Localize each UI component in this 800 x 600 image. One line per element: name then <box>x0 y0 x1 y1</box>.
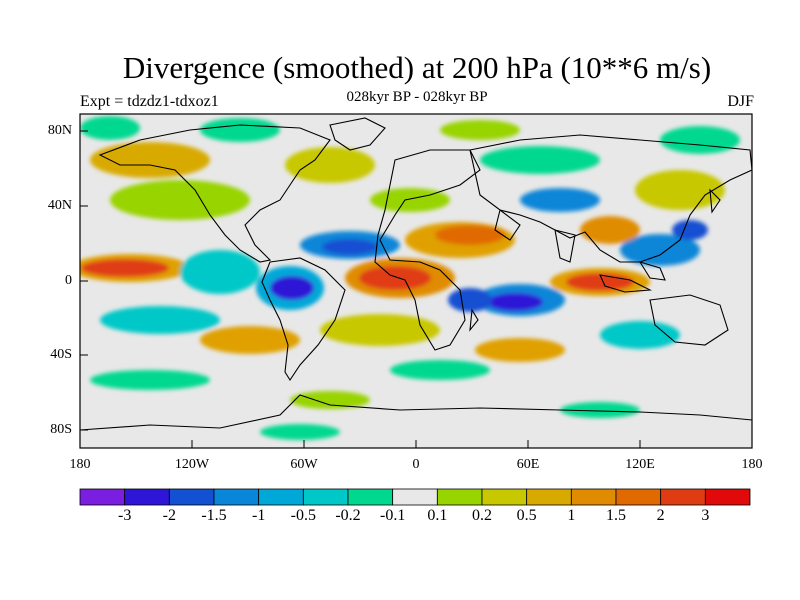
colorbar-label: 1 <box>567 507 576 524</box>
lat-label-40s: 40S <box>50 347 72 362</box>
colorbar-label: 0.1 <box>427 507 448 524</box>
lon-label-120e: 120E <box>625 457 655 472</box>
experiment-label: Expt = tdzdz1-tdxoz1 <box>80 93 219 110</box>
colorbar-label: -1 <box>251 507 266 524</box>
colorbar-label: -1.5 <box>201 507 227 524</box>
colorbar-swatch <box>168 488 215 506</box>
colorbar-label: -0.2 <box>335 507 361 524</box>
season-label: DJF <box>727 93 754 110</box>
lon-label-120w: 120W <box>174 457 210 472</box>
colorbar-swatch <box>302 488 349 506</box>
colorbar-swatch <box>213 488 260 506</box>
colorbar-swatch <box>704 488 751 506</box>
colorbar-label: 2 <box>656 507 665 524</box>
colorbar-label: 0.2 <box>472 507 492 524</box>
colorbar-swatch <box>660 488 706 506</box>
colorbar-swatch <box>392 488 438 506</box>
colorbar-swatch <box>347 488 394 506</box>
colorbar-label: 0.5 <box>516 507 537 524</box>
lon-label-60w: 60W <box>290 457 318 472</box>
colorbar-label: 1.5 <box>606 507 626 524</box>
colorbar-swatch <box>526 488 572 506</box>
lat-label-80n: 80N <box>47 123 72 138</box>
lon-label-180w: 180 <box>69 457 91 472</box>
colorbar-label: -3 <box>117 507 132 524</box>
divergence-field <box>80 116 740 440</box>
colorbar-swatch <box>258 488 304 506</box>
lon-label-60e: 60E <box>516 457 540 472</box>
colorbar-label: -2 <box>162 507 176 524</box>
colorbar-swatch <box>481 488 528 506</box>
colorbar-label: 3 <box>701 507 710 524</box>
map-title: Divergence (smoothed) at 200 hPa (10**6 … <box>122 50 712 85</box>
colorbar-swatch <box>570 488 617 506</box>
map-subtitle: 028kyr BP - 028kyr BP <box>346 89 488 105</box>
axis-ticks <box>80 130 641 448</box>
lat-label-0: 0 <box>65 273 72 288</box>
colorbar-swatch <box>615 488 662 506</box>
colorbar-swatch <box>436 488 483 506</box>
colorbar-swatch <box>79 488 126 506</box>
lon-label-0: 0 <box>412 457 420 472</box>
coastlines <box>80 117 752 431</box>
colorbar-label: -0.1 <box>379 507 406 524</box>
lat-label-40n: 40N <box>47 198 72 213</box>
lon-label-180e: 180 <box>741 457 763 472</box>
colorbar-label: -0.5 <box>290 507 316 524</box>
colorbar-swatch <box>124 488 170 506</box>
lat-label-80s: 80S <box>50 422 72 437</box>
